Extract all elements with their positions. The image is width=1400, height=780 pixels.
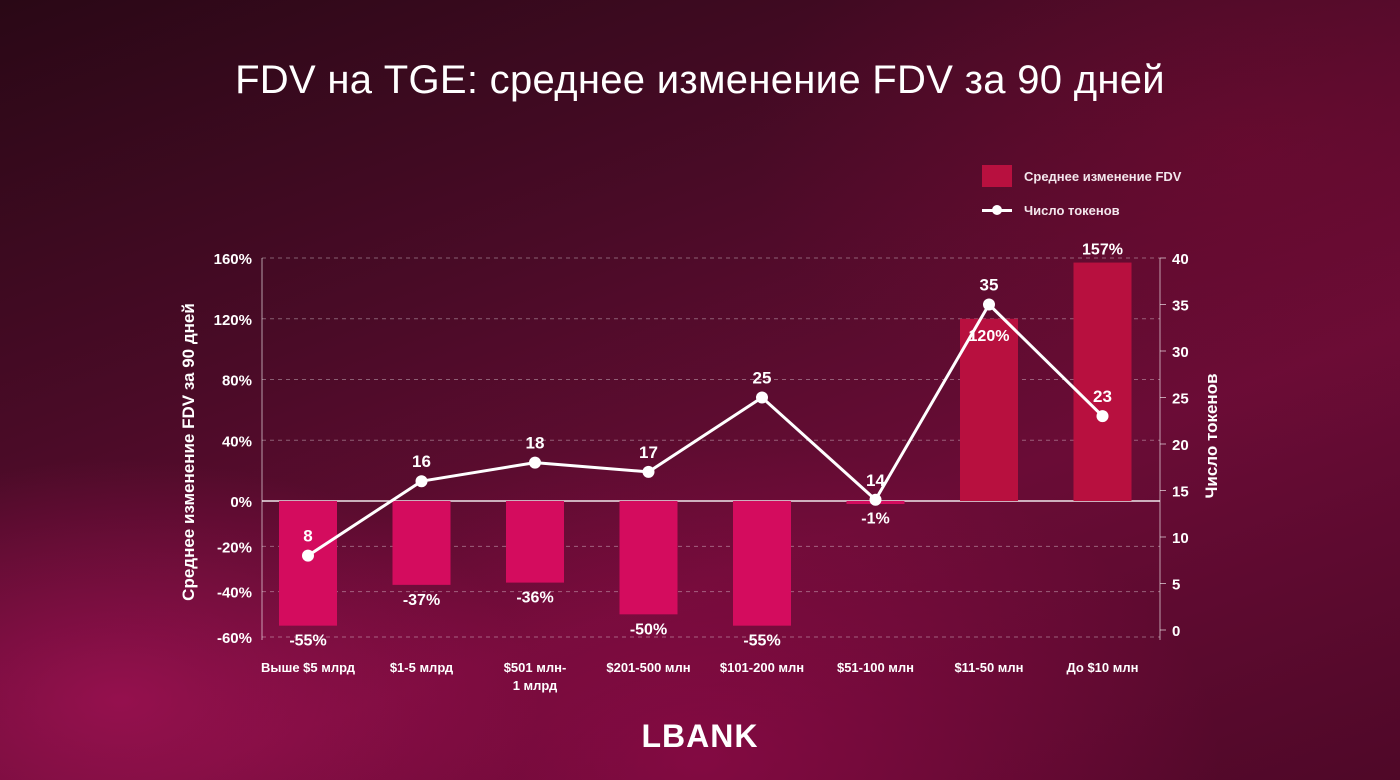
bar: [1073, 262, 1132, 501]
tokens-point: [1096, 410, 1109, 423]
x-tick-label: $1-5 млрд: [390, 660, 454, 675]
bar: [733, 501, 791, 626]
tokens-value-label: 16: [412, 452, 431, 471]
tokens-value-label: 35: [980, 276, 999, 295]
tokens-value-label: 14: [866, 471, 885, 490]
tokens-value-label: 25: [753, 369, 772, 388]
tokens-line: [307, 303, 1104, 557]
bar: [506, 501, 564, 583]
y-tick-label-left: 0%: [230, 494, 252, 511]
y-tick-label-right: 20: [1172, 437, 1189, 454]
y-tick-label-right: 10: [1172, 530, 1189, 547]
legend: Среднее изменение FDV Число токенов: [982, 164, 1181, 232]
bar-value-label: 157%: [1082, 242, 1123, 259]
bar: [279, 501, 337, 626]
tokens-value-label: 18: [526, 434, 545, 453]
tokens-point: [642, 465, 655, 478]
y-tick-label-right: 5: [1172, 577, 1180, 594]
bar: [392, 501, 451, 585]
y-tick-label-left: -60%: [217, 630, 252, 647]
x-tick-label: Выше $5 млрд: [261, 660, 356, 675]
x-tick-label: 1 млрд: [513, 678, 558, 693]
bar-value-label: -1%: [861, 510, 889, 527]
tokens-point: [756, 391, 768, 404]
tokens-point: [415, 475, 428, 488]
y-tick-label-right: 25: [1172, 391, 1189, 408]
bar-value-label: -55%: [289, 633, 326, 650]
tokens-value-label: 23: [1093, 387, 1112, 406]
tokens-point: [983, 298, 995, 311]
tokens-value-label: 17: [639, 443, 658, 462]
y-tick-label-right: 40: [1172, 251, 1189, 268]
x-tick-label: $51-100 млн: [837, 660, 914, 675]
y-tick-label-left: 160%: [214, 251, 252, 268]
legend-label-tokens: Число токенов: [1024, 202, 1120, 218]
x-tick-label: $501 млн-: [504, 660, 567, 675]
bar-value-label: -37%: [403, 592, 440, 609]
legend-label-fdv: Среднее изменение FDV: [1024, 168, 1182, 184]
chart-title: FDV на TGE: среднее изменение FDV за 90 …: [235, 58, 1165, 102]
legend-line-marker: [982, 199, 1012, 221]
y-tick-label-right: 15: [1172, 484, 1189, 501]
tokens-point: [302, 549, 314, 562]
x-tick-label: $201-500 млн: [606, 660, 690, 675]
tokens-value-label: 8: [303, 527, 312, 546]
y-tick-label-left: 40%: [222, 433, 252, 450]
y-tick-label-right: 0: [1172, 623, 1180, 640]
y-tick-label-left: -40%: [217, 585, 252, 602]
legend-item-fdv: Среднее изменение FDV: [982, 164, 1181, 188]
y-tick-label-right: 35: [1172, 298, 1189, 315]
y-tick-label-left: 120%: [214, 312, 252, 329]
bar-value-label: -50%: [630, 621, 667, 638]
bar: [619, 501, 678, 615]
bar-value-label: 120%: [969, 328, 1010, 345]
legend-bar-swatch: [982, 165, 1012, 187]
y-tick-label-right: 30: [1172, 344, 1189, 361]
legend-item-tokens: Число токенов: [982, 198, 1181, 222]
x-tick-label: $101-200 млн: [720, 660, 804, 675]
bar: [960, 318, 1018, 501]
x-tick-label: До $10 млн: [1066, 660, 1138, 675]
y-tick-label-left: -20%: [217, 539, 252, 556]
lbank-logo: LBANK: [641, 718, 759, 754]
bar-value-label: -36%: [516, 590, 553, 607]
bar-value-label: -55%: [743, 633, 780, 650]
tokens-point: [869, 493, 882, 506]
y-tick-label-left: 80%: [222, 373, 252, 390]
tokens-point: [529, 456, 541, 469]
x-tick-label: $11-50 млн: [954, 660, 1023, 675]
